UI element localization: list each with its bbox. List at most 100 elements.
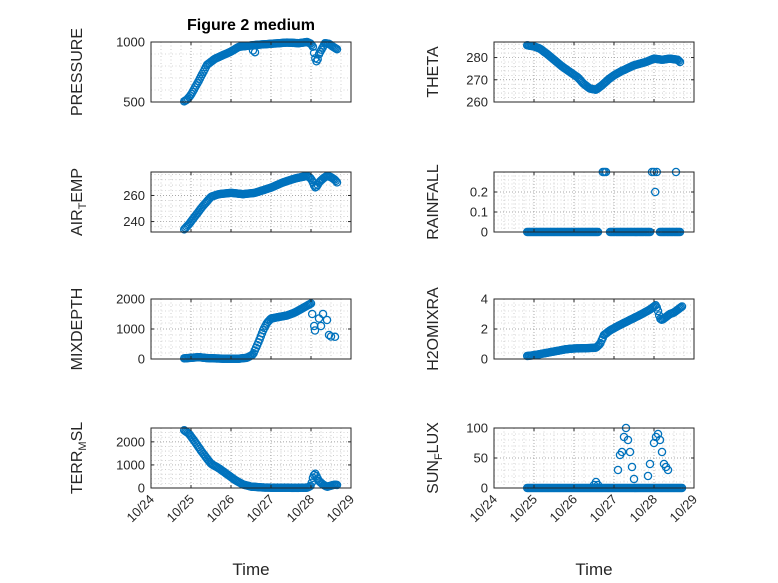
data-point bbox=[676, 303, 686, 312]
data-point bbox=[645, 459, 655, 469]
y-tick-label: 240 bbox=[123, 214, 145, 229]
data-point bbox=[629, 474, 639, 484]
y-axis-label: AIRTEMP bbox=[69, 168, 89, 236]
y-tick-label: 0 bbox=[481, 352, 488, 367]
data-point bbox=[657, 447, 667, 457]
data-series-theta bbox=[522, 41, 685, 94]
data-point bbox=[310, 326, 320, 335]
data-point bbox=[593, 480, 603, 490]
y-tick-label: 260 bbox=[466, 95, 488, 110]
data-point bbox=[318, 309, 328, 319]
minor-grid bbox=[151, 299, 351, 359]
data-point bbox=[332, 480, 342, 490]
data-point bbox=[308, 42, 318, 51]
major-grid bbox=[151, 299, 351, 359]
data-point bbox=[331, 176, 341, 186]
y-axis-label: TERRMSL bbox=[69, 422, 89, 494]
subplot-air_temp: 240 260 AIRTEMP bbox=[69, 168, 352, 236]
figure-title: Figure 2 medium bbox=[187, 17, 315, 34]
axes-box bbox=[150, 427, 352, 489]
subplot-mixdepth: 0 1000 2000 MIXDEPTH bbox=[69, 288, 352, 371]
data-point bbox=[330, 332, 340, 342]
data-point bbox=[677, 302, 687, 311]
plot-area bbox=[494, 172, 694, 232]
y-tick-label: 500 bbox=[123, 95, 145, 110]
subplot-pressure: 500 1000 PRESSURE bbox=[69, 28, 352, 116]
y-tick-label: 280 bbox=[466, 50, 488, 65]
y-tick-label: 50 bbox=[474, 451, 488, 466]
y-tick-label: 260 bbox=[123, 188, 145, 203]
y-axis-label: H2OMIXRA bbox=[425, 287, 442, 371]
data-point bbox=[322, 315, 332, 325]
data-point bbox=[674, 56, 684, 65]
y-tick-label: 4 bbox=[481, 292, 488, 307]
y-tick-label: 2000 bbox=[116, 434, 145, 449]
y-tick-label: 100 bbox=[466, 421, 488, 436]
data-point bbox=[309, 48, 319, 58]
y-tick-label: 0.1 bbox=[470, 205, 488, 220]
major-grid bbox=[494, 428, 694, 488]
axes-box bbox=[493, 41, 695, 103]
axes-box bbox=[150, 171, 352, 233]
data-point bbox=[332, 44, 342, 54]
data-point bbox=[316, 321, 326, 331]
subplot-theta: 260 270 280 THETA bbox=[425, 41, 695, 110]
x-axis-label-left: Time bbox=[232, 560, 269, 579]
data-point bbox=[248, 46, 258, 55]
minor-grid bbox=[494, 171, 694, 232]
data-point bbox=[625, 447, 635, 457]
data-point bbox=[594, 340, 604, 350]
data-point bbox=[653, 306, 663, 316]
y-axis-label: RAINFALL bbox=[425, 164, 442, 240]
data-point bbox=[613, 465, 623, 475]
data-point bbox=[650, 187, 660, 197]
y-tick-label: 0 bbox=[138, 481, 145, 496]
subplot-h2omixra: 0 2 4 H2OMIXRA bbox=[425, 287, 695, 371]
data-point bbox=[675, 57, 685, 67]
data-point bbox=[307, 309, 317, 319]
y-axis-label: MIXDEPTH bbox=[69, 288, 86, 371]
data-point bbox=[655, 435, 665, 445]
major-grid bbox=[494, 172, 694, 232]
y-tick-label: 270 bbox=[466, 72, 488, 87]
data-point bbox=[623, 435, 633, 445]
y-axis-label: THETA bbox=[425, 46, 442, 98]
minor-grid bbox=[151, 42, 351, 102]
y-axis-label: PRESSURE bbox=[69, 28, 86, 116]
data-point bbox=[673, 55, 682, 64]
y-tick-label: 0 bbox=[481, 481, 488, 496]
y-tick-label: 2000 bbox=[116, 292, 145, 307]
axes-box bbox=[150, 41, 352, 103]
y-tick-label: 1000 bbox=[116, 322, 145, 337]
y-tick-label: 1000 bbox=[116, 35, 145, 50]
y-tick-label: 0 bbox=[138, 352, 145, 367]
data-series-h2omixra bbox=[522, 301, 687, 361]
data-point bbox=[332, 178, 342, 187]
minor-grid bbox=[151, 172, 351, 233]
subplot-rainfall: 0 0.1 0.2 RAINFALL bbox=[425, 164, 695, 240]
x-axis-label-right: Time bbox=[575, 560, 612, 579]
data-point bbox=[326, 332, 336, 341]
minor-grid bbox=[494, 428, 694, 488]
data-series-mixdepth bbox=[179, 299, 340, 364]
data-point bbox=[307, 40, 316, 50]
data-point bbox=[675, 304, 684, 313]
data-point bbox=[324, 330, 334, 340]
data-point bbox=[663, 465, 673, 475]
data-point bbox=[313, 55, 322, 64]
y-axis-label: SUNFLUX bbox=[425, 422, 445, 494]
data-point bbox=[248, 350, 257, 360]
data-point bbox=[250, 47, 260, 57]
y-tick-label: 0 bbox=[481, 225, 488, 240]
data-point bbox=[627, 462, 637, 472]
axes-box bbox=[493, 171, 695, 233]
data-point bbox=[652, 303, 662, 312]
y-tick-label: 0.2 bbox=[470, 185, 488, 200]
data-point bbox=[643, 471, 653, 481]
y-tick-label: 2 bbox=[481, 322, 488, 337]
data-point bbox=[617, 447, 627, 457]
y-tick-label: 1000 bbox=[116, 457, 145, 472]
